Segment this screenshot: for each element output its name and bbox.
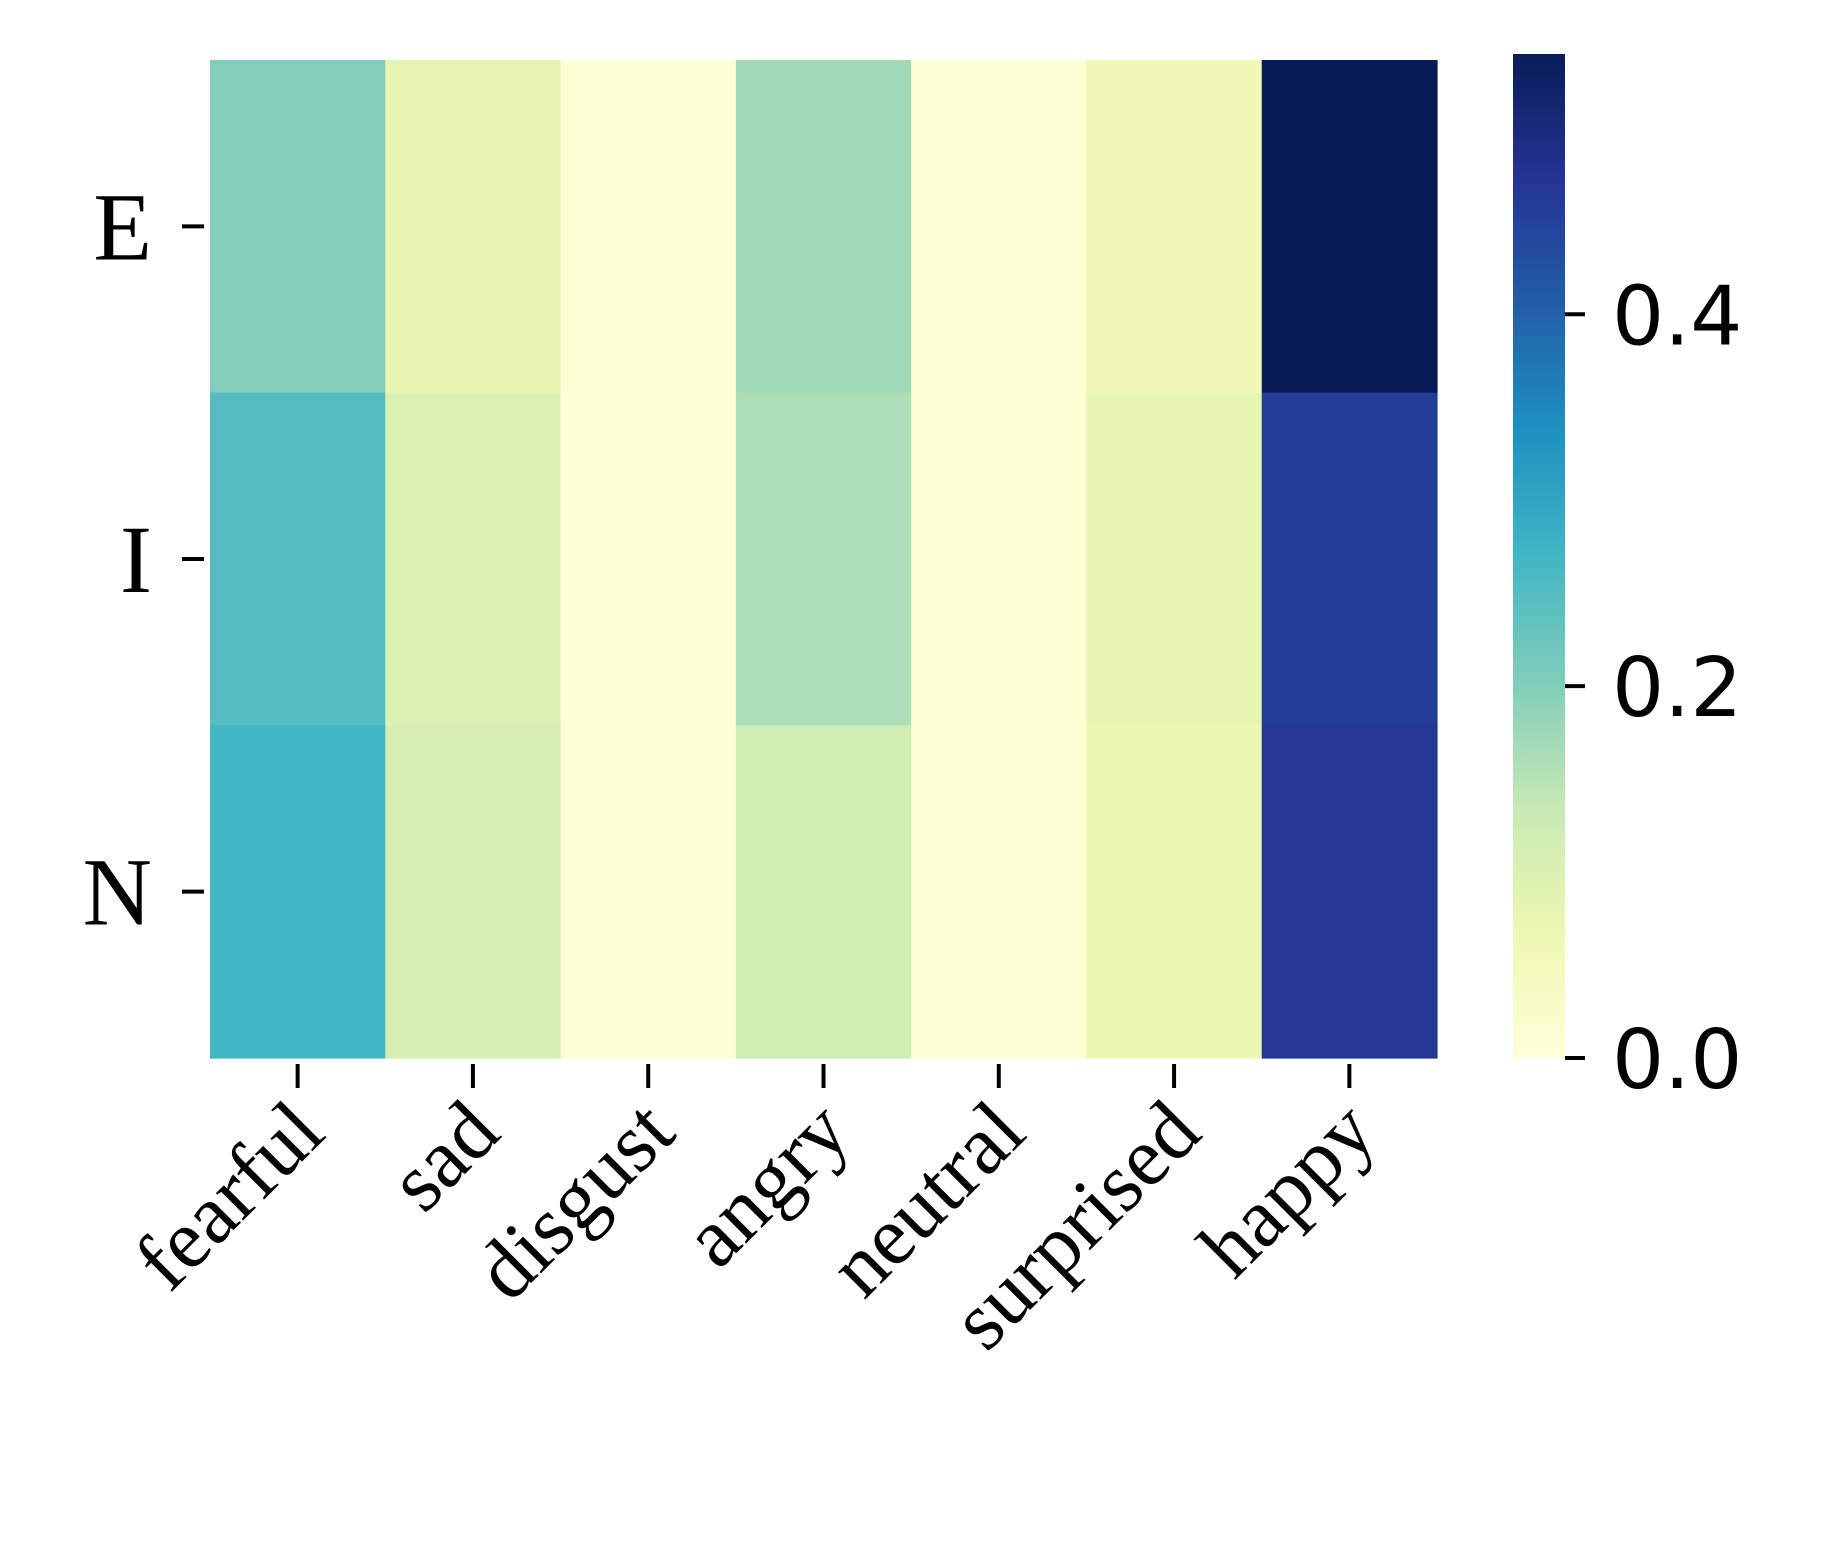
x-axis: fearful saddisgustangryneutralsurprisedha… (117, 1064, 1393, 1367)
cell-E-angry (735, 60, 912, 394)
x-tick-label-happy: happy (1182, 1084, 1393, 1295)
cell-N-surprised (1086, 725, 1263, 1059)
cell-I-sad (385, 392, 562, 726)
heatmap-cells (210, 60, 1438, 1059)
cell-N-angry (735, 725, 912, 1059)
cell-I-disgust (560, 392, 737, 726)
colorbar (1513, 54, 1565, 1058)
x-tick-label-fearful: fearful (117, 1084, 341, 1308)
cell-E-surprised (1086, 60, 1263, 394)
y-axis: E I N (83, 173, 204, 946)
x-tick-label-sad: sad (371, 1084, 516, 1229)
y-tick-label-I: I (120, 506, 152, 613)
cell-I-happy (1261, 392, 1438, 726)
cell-I-neutral (911, 392, 1088, 726)
cell-N-neutral (911, 725, 1088, 1059)
colorbar-gradient (1513, 54, 1565, 1058)
colorbar-tick-label-0.0: 0.0 (1612, 1013, 1742, 1108)
cell-N-sad (385, 725, 562, 1059)
cell-E-sad (385, 60, 562, 394)
cell-E-disgust (560, 60, 737, 394)
cell-I-angry (735, 392, 912, 726)
cell-E-neutral (911, 60, 1088, 394)
cell-E-fearful (210, 60, 386, 394)
x-tick-label-disgust: disgust (458, 1084, 692, 1318)
y-tick-label-N: N (83, 839, 152, 946)
cell-N-happy (1261, 725, 1438, 1059)
cell-N-fearful (210, 725, 386, 1059)
cell-I-surprised (1086, 392, 1263, 726)
cell-I-fearful (210, 392, 386, 726)
cell-E-happy (1261, 60, 1438, 394)
cell-N-disgust (560, 725, 737, 1059)
colorbar-tick-label-0.2: 0.2 (1612, 641, 1742, 736)
colorbar-tick-label-0.4: 0.4 (1612, 269, 1742, 364)
y-tick-label-E: E (93, 173, 152, 280)
colorbar-ticks: 0.0 0.2 0.4 (1565, 269, 1742, 1108)
